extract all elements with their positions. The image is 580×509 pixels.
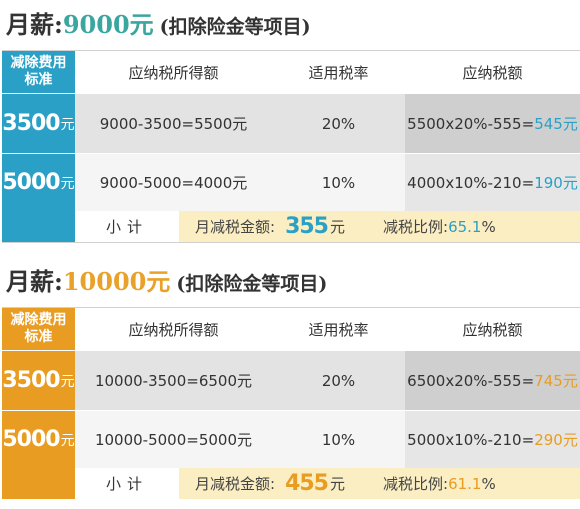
standard-header-line2: 标准	[24, 72, 53, 88]
tax-cell: 4000x10%-210= 190元	[405, 154, 580, 211]
table-row: 5000 元 9000-5000=4000元 10% 4000x10%-210= 1…	[2, 153, 580, 211]
salary-section-10000: 月薪:10000元 (扣除险金等项目) 减除费用 标准 应纳税所得额 适用税率 应…	[0, 257, 580, 499]
ratio-group: 减税比例:61.1%	[383, 473, 496, 494]
rate-cell: 10%	[272, 154, 405, 211]
tax-value: 745元	[534, 372, 578, 390]
standard-cell: 3500 元	[2, 351, 75, 410]
table-bottom-divider	[2, 242, 580, 243]
summary-body: 月减税金额: 455 元 减税比例:61.1%	[179, 468, 580, 499]
standard-header-line1: 减除费用	[10, 55, 67, 71]
rate-cell: 20%	[272, 94, 405, 153]
reduction-label: 月减税金额:	[195, 218, 276, 236]
column-header-rate: 适用税率	[308, 63, 369, 82]
tax-formula: 5500x20%-555=	[407, 114, 535, 133]
rate-cell: 10%	[272, 411, 405, 468]
tax-value: 290元	[534, 431, 578, 449]
standard-unit: 元	[60, 175, 75, 192]
table-header-row: 减除费用 标准 应纳税所得额 适用税率 应纳税额	[2, 51, 580, 93]
heading-colon: :	[54, 10, 63, 39]
heading-amount: 9000元	[62, 10, 154, 39]
summary-left-spacer	[2, 211, 75, 242]
column-header-tax: 应纳税额	[462, 320, 523, 339]
ratio-value: 61.1	[448, 475, 482, 493]
ratio-group: 减税比例:65.1%	[383, 216, 496, 237]
tax-cell: 5500x20%-555= 545元	[405, 94, 580, 153]
reduction-label: 月减税金额:	[195, 475, 276, 493]
standard-value: 5000	[2, 427, 60, 452]
ratio-label: 减税比例:	[383, 218, 449, 236]
heading-colon: :	[54, 267, 63, 296]
standard-header-line1: 减除费用	[10, 312, 67, 328]
standard-value: 3500	[2, 368, 60, 393]
column-header-rate: 适用税率	[308, 320, 369, 339]
standard-unit: 元	[60, 116, 75, 133]
table-row: 3500 元 9000-3500=5500元 20% 5500x20%-555= 5…	[2, 93, 580, 153]
standard-cell: 3500 元	[2, 94, 75, 153]
standard-value: 5000	[2, 170, 60, 195]
tax-cell: 5000x10%-210= 290元	[405, 411, 580, 468]
ratio-value: 65.1	[448, 218, 482, 236]
column-header-taxable: 应纳税所得额	[128, 320, 219, 339]
column-header-taxable: 应纳税所得额	[128, 63, 219, 82]
ratio-unit: %	[481, 218, 496, 236]
taxable-cell: 10000-5000=5000元	[75, 411, 272, 468]
column-header-tax: 应纳税额	[462, 63, 523, 82]
summary-label: 小计	[75, 468, 179, 499]
taxable-cell: 10000-3500=6500元	[75, 351, 272, 410]
tax-value: 545元	[534, 115, 578, 133]
taxable-cell: 9000-5000=4000元	[75, 154, 272, 211]
summary-body: 月减税金额: 355 元 减税比例:65.1%	[179, 211, 580, 242]
reduction-unit: 元	[330, 218, 346, 236]
table-row: 3500 元 10000-3500=6500元 20% 6500x20%-555=…	[2, 350, 580, 410]
heading-amount: 10000元	[62, 267, 171, 296]
standard-unit: 元	[60, 432, 75, 449]
salary-section-9000: 月薪:9000元 (扣除险金等项目) 减除费用 标准 应纳税所得额 适用税率 应纳…	[0, 0, 580, 243]
standard-header-line2: 标准	[24, 329, 53, 345]
table-row: 5000 元 10000-5000=5000元 10% 5000x10%-210=…	[2, 410, 580, 468]
standard-cell: 5000 元	[2, 411, 75, 468]
standard-cell: 5000 元	[2, 154, 75, 211]
column-header-standard: 减除费用 标准	[2, 308, 75, 350]
heading-label: 月薪	[6, 267, 54, 296]
column-header-standard: 减除费用 标准	[2, 51, 75, 93]
tax-cell: 6500x20%-555= 745元	[405, 351, 580, 410]
heading-label: 月薪	[6, 10, 54, 39]
tax-formula: 4000x10%-210=	[407, 173, 535, 192]
summary-row: 小计 月减税金额: 455 元 减税比例:61.1%	[2, 468, 580, 499]
standard-unit: 元	[60, 373, 75, 390]
section-heading: 月薪:10000元 (扣除险金等项目)	[0, 257, 580, 307]
reduction-value: 355	[285, 214, 329, 239]
section-heading: 月薪:9000元 (扣除险金等项目)	[0, 0, 580, 50]
tax-value: 190元	[534, 174, 578, 192]
tax-formula: 5000x10%-210=	[407, 430, 535, 449]
ratio-unit: %	[481, 475, 496, 493]
tax-formula: 6500x20%-555=	[407, 371, 535, 390]
heading-note: (扣除险金等项目)	[159, 16, 311, 38]
tax-table: 减除费用 标准 应纳税所得额 适用税率 应纳税额 3500 元 9000-3500…	[2, 50, 580, 243]
summary-label: 小计	[75, 211, 179, 242]
summary-left-spacer	[2, 468, 75, 499]
ratio-label: 减税比例:	[383, 475, 449, 493]
table-header-row: 减除费用 标准 应纳税所得额 适用税率 应纳税额	[2, 308, 580, 350]
heading-note: (扣除险金等项目)	[176, 273, 328, 295]
summary-row: 小计 月减税金额: 355 元 减税比例:65.1%	[2, 211, 580, 242]
rate-cell: 20%	[272, 351, 405, 410]
standard-value: 3500	[2, 111, 60, 136]
taxable-cell: 9000-3500=5500元	[75, 94, 272, 153]
tax-table: 减除费用 标准 应纳税所得额 适用税率 应纳税额 3500 元 10000-350…	[2, 307, 580, 499]
reduction-value: 455	[285, 471, 329, 496]
section-gap	[0, 243, 580, 257]
reduction-unit: 元	[330, 475, 346, 493]
